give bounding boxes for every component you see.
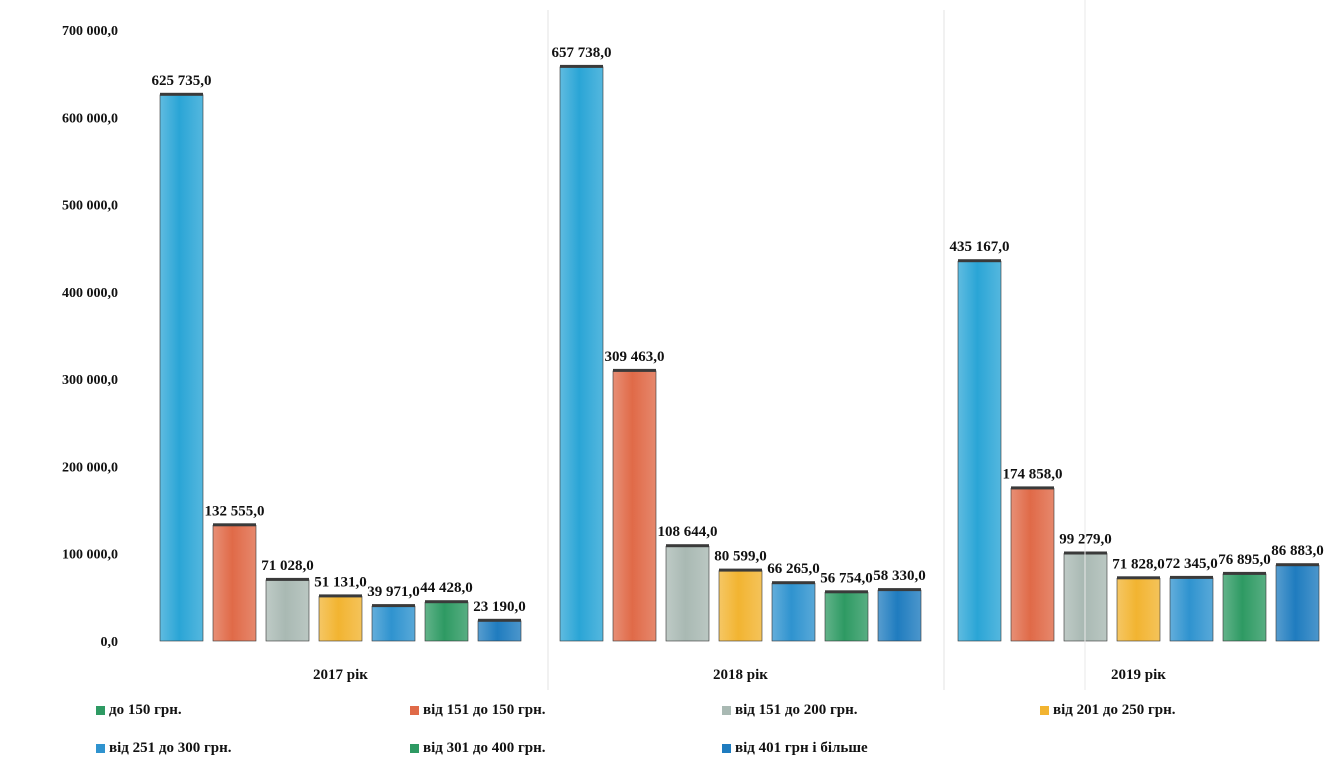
bar-cap xyxy=(160,92,203,96)
bar-cap xyxy=(1223,571,1266,575)
y-tick-label: 500 000,0 xyxy=(62,199,118,214)
bar xyxy=(771,582,816,642)
bar xyxy=(1010,488,1055,642)
data-label: 51 131,0 xyxy=(314,574,367,590)
bar-cap xyxy=(266,577,309,581)
data-label: 56 754,0 xyxy=(820,570,873,586)
data-label: 23 190,0 xyxy=(473,599,526,615)
data-label: 108 644,0 xyxy=(658,524,718,540)
data-label: 71 028,0 xyxy=(261,558,314,574)
y-tick-label: 300 000,0 xyxy=(62,373,118,388)
bar-cap xyxy=(425,600,468,604)
bar xyxy=(1116,577,1161,642)
bar xyxy=(957,260,1002,642)
data-label: 657 738,0 xyxy=(552,45,612,61)
bar xyxy=(665,545,710,642)
bar-cap xyxy=(825,590,868,594)
bar-cap xyxy=(560,64,603,68)
bar xyxy=(424,601,469,642)
y-axis: 0,0 100 000,0 200 000,0 300 000,0 400 000,0 5… xyxy=(62,24,118,650)
bar xyxy=(371,605,416,642)
bar-cap xyxy=(772,581,815,585)
data-label: 39 971,0 xyxy=(367,584,420,600)
data-label: 58 330,0 xyxy=(873,568,926,584)
bar xyxy=(612,370,657,642)
bar xyxy=(265,579,310,642)
x-category-label: 2019 рік xyxy=(1111,667,1166,683)
bar-cap xyxy=(958,259,1001,263)
data-label: 76 895,0 xyxy=(1218,552,1271,568)
bar-cap xyxy=(1117,576,1160,580)
data-label: 132 555,0 xyxy=(205,503,265,519)
bar xyxy=(718,570,763,642)
bar xyxy=(159,94,204,642)
x-category-label: 2018 рік xyxy=(713,667,768,683)
bar-cap xyxy=(372,604,415,608)
data-label: 72 345,0 xyxy=(1165,556,1218,572)
data-label: 86 883,0 xyxy=(1271,543,1324,559)
bar-cap xyxy=(613,368,656,372)
bar xyxy=(1275,564,1320,642)
bar xyxy=(477,620,522,642)
bar xyxy=(1222,573,1267,642)
data-label: 309 463,0 xyxy=(605,349,665,365)
bar xyxy=(1169,577,1214,642)
data-label: 44 428,0 xyxy=(420,580,473,596)
bar-cap xyxy=(213,523,256,527)
y-tick-label: 200 000,0 xyxy=(62,460,118,475)
data-label: 174 858,0 xyxy=(1003,466,1063,482)
x-axis: 2017 рік 2018 рік 2019 рік xyxy=(313,0,1166,690)
bar-cap xyxy=(478,618,521,622)
y-tick-label: 600 000,0 xyxy=(62,111,118,126)
bar xyxy=(559,66,604,642)
data-label: 66 265,0 xyxy=(767,561,820,577)
bar xyxy=(824,591,869,642)
bar xyxy=(318,596,363,642)
data-label: 435 167,0 xyxy=(950,239,1010,255)
data-label: 80 599,0 xyxy=(714,549,767,565)
data-label: 71 828,0 xyxy=(1112,556,1165,572)
bar-cap xyxy=(1276,563,1319,567)
y-tick-label: 100 000,0 xyxy=(62,548,118,563)
data-label: 625 735,0 xyxy=(152,73,212,89)
bar-cap xyxy=(719,568,762,572)
y-tick-label: 700 000,0 xyxy=(62,24,118,39)
x-category-label: 2017 рік xyxy=(313,667,368,683)
bar-cap xyxy=(666,544,709,548)
data-labels: 625 735,0 132 555,0 71 028,051 131,039 971… xyxy=(152,45,1324,615)
bar-cap xyxy=(878,588,921,592)
bar-cap xyxy=(1170,575,1213,579)
y-tick-label: 400 000,0 xyxy=(62,286,118,301)
bar xyxy=(877,589,922,642)
y-tick-label: 0,0 xyxy=(101,635,119,650)
bar-cap xyxy=(1011,486,1054,490)
bar xyxy=(212,524,257,642)
bar-cap xyxy=(319,594,362,598)
